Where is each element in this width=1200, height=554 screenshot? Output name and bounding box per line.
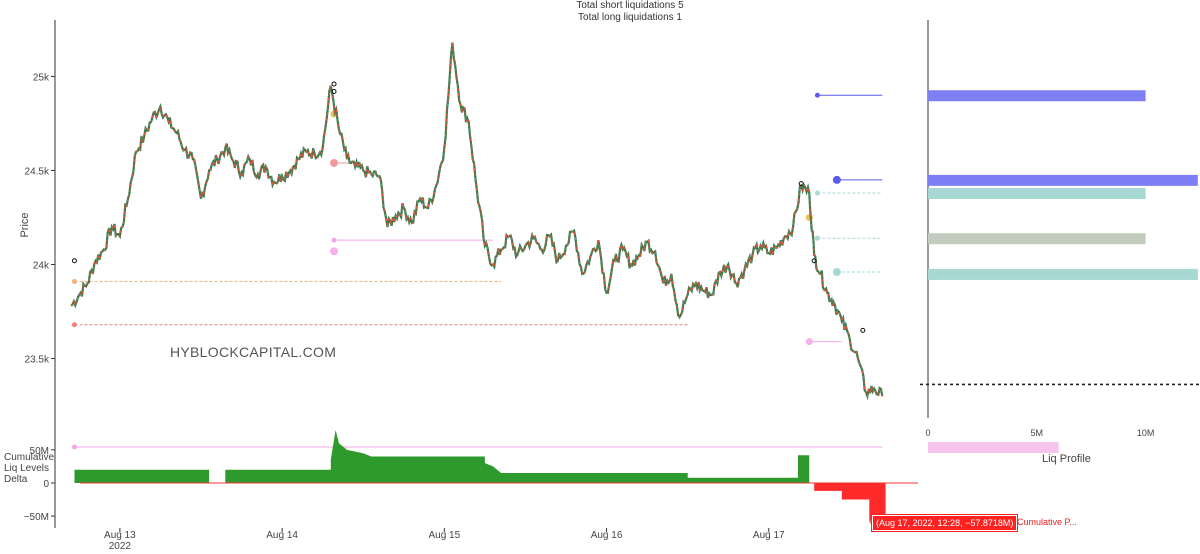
liq-level-marker — [814, 92, 820, 98]
liq-event-dot — [330, 158, 339, 167]
x-tick-label: Aug 17 — [753, 530, 785, 541]
liq-trigger-marker — [331, 88, 337, 94]
liq-level-marker — [71, 322, 77, 328]
liq-level-marker — [814, 190, 820, 196]
liq-profile-bar — [928, 188, 1146, 200]
chart-header-short: Total short liquidations 5 — [576, 0, 684, 11]
hover-tooltip: (Aug 17, 2022, 12:28, −57.8718M) — [872, 515, 1018, 531]
liq-trigger-marker — [860, 327, 866, 333]
price-y-tick-label: 25k — [33, 72, 50, 83]
liq-trigger-marker — [331, 81, 337, 87]
watermark: HYBLOCKCAPITAL.COM — [170, 344, 337, 360]
price-y-tick-label: 23.5k — [25, 355, 50, 366]
liq-level-marker — [71, 444, 77, 450]
liq-level-marker — [71, 278, 77, 284]
liq-trigger-marker — [811, 258, 817, 264]
liq-profile-bar — [928, 90, 1146, 102]
liq-event-dot — [832, 268, 841, 277]
delta-y-tick-label: 0 — [43, 479, 49, 490]
x-tick-label: Aug 13 — [104, 530, 136, 541]
liq-trigger-marker — [798, 181, 804, 187]
delta-y-tick-label: 50M — [30, 446, 49, 457]
liq-profile-bar — [928, 441, 1059, 453]
liq-profile-title: Liq Profile — [1042, 453, 1091, 465]
price-y-tick-label: 24.5k — [25, 166, 50, 177]
liq-profile-bar — [928, 233, 1146, 245]
liq-level-marker — [814, 235, 820, 241]
profile-x-tick-label: 10M — [1137, 428, 1155, 438]
x-tick-label: Aug 16 — [591, 530, 623, 541]
profile-x-tick-label: 5M — [1031, 428, 1044, 438]
liq-profile-bar — [928, 268, 1198, 280]
profile-x-tick-label: 0 — [925, 428, 930, 438]
delta-y-tick-label: −50M — [24, 512, 49, 523]
liq-event-dot — [832, 175, 841, 184]
delta-positive-area — [55, 430, 918, 483]
delta-axis-label: Cumulative Liq Levels Delta — [4, 452, 55, 485]
x-tick-label: Aug 14 — [266, 530, 298, 541]
price-y-tick-label: 24k — [33, 261, 50, 272]
liq-event-dot — [805, 338, 813, 346]
chart-header-long: Total long liquidations 1 — [578, 12, 682, 23]
hover-series-name: Cumulative P... — [1017, 517, 1077, 527]
price-y-axis-title: Price — [19, 212, 31, 237]
x-tick-year-label: 2022 — [109, 541, 132, 552]
x-tick-label: Aug 15 — [428, 530, 460, 541]
price-series-down — [70, 42, 883, 399]
delta-negative-area — [55, 483, 918, 522]
liq-trigger-marker — [71, 258, 77, 264]
liq-event-dot — [330, 247, 339, 256]
liq-profile-bar — [928, 174, 1198, 186]
liq-level-marker — [331, 237, 337, 243]
